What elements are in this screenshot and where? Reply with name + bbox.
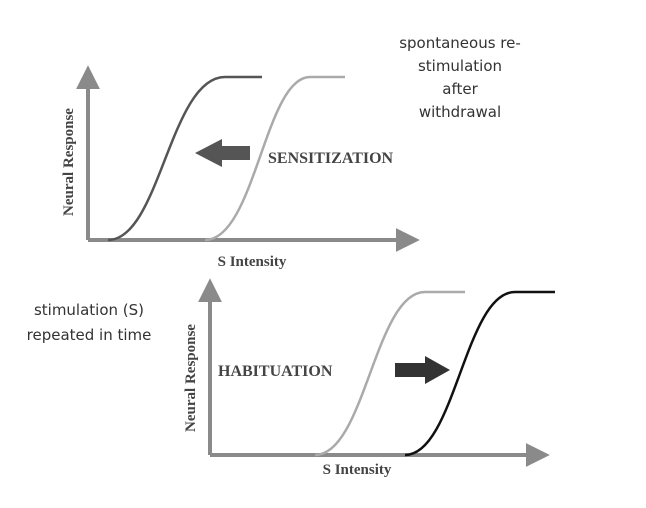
x-axis-label: S Intensity [323,462,392,478]
note-line: stimulation [418,57,502,75]
bottom-panel: HABITUATION Neural Response S Intensity … [27,278,555,478]
baseline-curve [314,290,465,457]
panel-label: SENSITIZATION [268,150,394,167]
y-axis-label: Neural Response [61,108,77,216]
note: stimulation (S) repeated in time [27,301,152,344]
shifted-curve [404,290,555,457]
baseline-curve [204,75,345,242]
note: spontaneous re- stimulation after withdr… [399,34,521,121]
note-line: spontaneous re- [399,34,521,52]
panel-label: HABITUATION [218,363,333,380]
y-axis-label: Neural Response [183,324,199,432]
shift-arrow [195,139,250,167]
note-line: after [442,80,478,98]
shift-arrow [395,356,450,384]
note-line: stimulation (S) [34,301,144,319]
top-panel: SENSITIZATION Neural Response S Intensit… [61,34,521,270]
note-line: withdrawal [419,103,501,121]
note-line: repeated in time [27,326,152,344]
x-axis-label: S Intensity [218,254,287,270]
shifted-curve [107,75,262,242]
